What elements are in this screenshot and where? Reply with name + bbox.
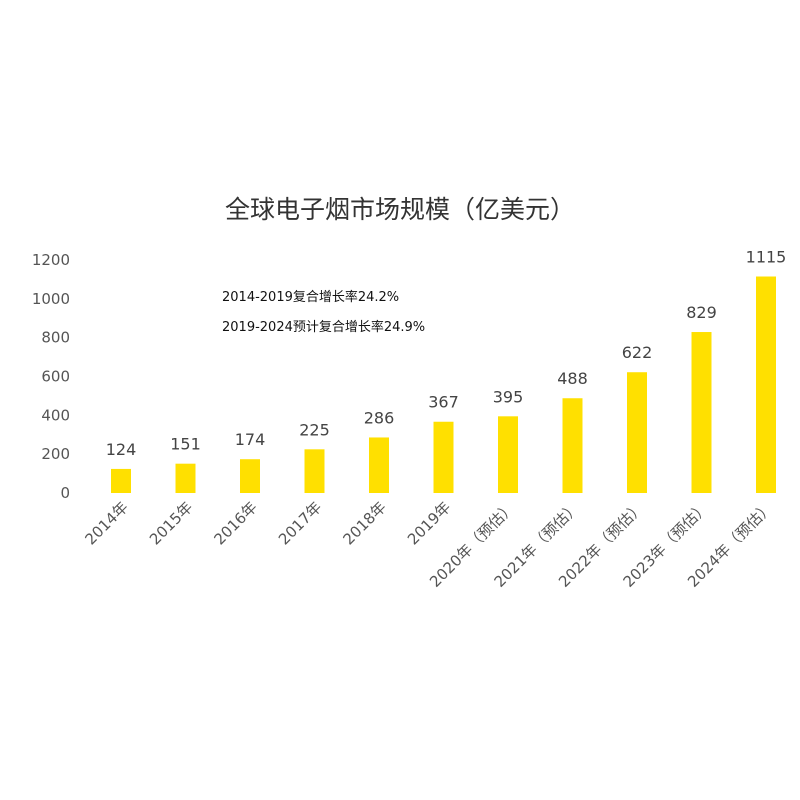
bar [240,459,260,493]
chart-title: 全球电子烟市场规模（亿美元） [224,195,575,224]
bar [369,437,389,493]
bar [498,416,518,493]
x-axis: 2014年 2015年 2016年 2017年 2018年 2019年2020年（预估）2… [81,498,776,591]
data-label: 622 [622,343,653,362]
data-label: 1115 [746,248,787,267]
data-label: 225 [299,420,330,439]
x-tick-label: 2019年 [404,498,454,548]
bar [691,332,712,493]
data-label: 367 [428,393,459,412]
y-tick-label: 1200 [32,251,70,269]
bar [562,398,583,493]
data-label: 124 [106,440,137,459]
y-tick-label: 400 [41,406,70,424]
data-labels: 124 151 174 225 286 367 395 488 622 829 1115 [106,248,787,459]
y-tick-label: 800 [41,329,70,347]
x-tick-label: 2015年 [146,498,196,548]
y-tick-label: 0 [60,484,70,502]
data-label: 488 [557,369,588,388]
data-label: 286 [364,408,395,427]
bar [175,463,196,493]
x-tick-label: 2014年 [81,498,131,548]
bar [304,449,325,493]
y-tick-label: 1000 [32,290,70,308]
x-tick-label: 2016年 [210,498,260,548]
cagr-annotation-forecast: 2019-2024预计复合增长率24.9% [222,320,426,335]
y-tick-label: 200 [41,445,70,463]
bar [756,276,776,493]
data-label: 829 [686,303,717,322]
x-tick-label: 2018年 [339,498,389,548]
bar [627,372,647,493]
y-tick-label: 600 [41,368,70,386]
data-label: 151 [170,435,201,454]
y-axis: 0 200 400 600 800 1000 1200 [32,251,70,502]
x-tick-label: 2017年 [275,498,325,548]
bar [433,421,454,493]
bar [111,468,131,493]
bars [111,276,776,493]
cagr-annotation-historical: 2014-2019复合增长率24.2% [222,290,400,305]
data-label: 395 [493,387,524,406]
data-label: 174 [235,430,266,449]
